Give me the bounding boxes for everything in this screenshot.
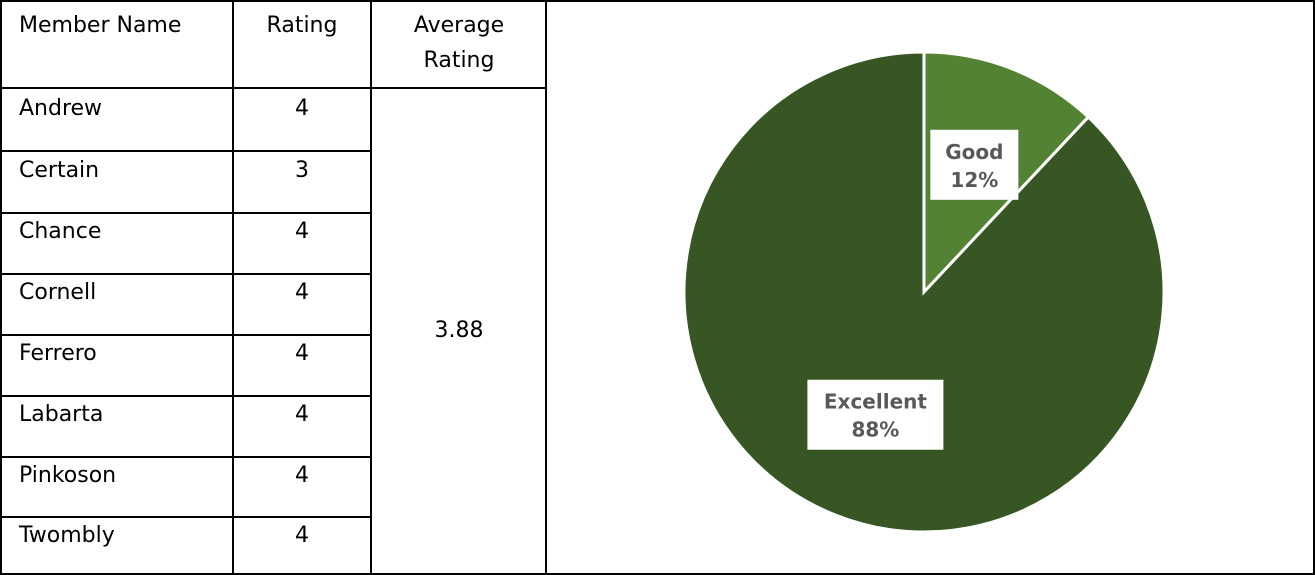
pie-label-box	[807, 379, 944, 450]
pie-label-percent: 88%	[851, 418, 899, 442]
member-name: Andrew	[19, 96, 103, 121]
header-rating: Rating	[266, 13, 338, 38]
member-rating: 4	[295, 523, 309, 548]
pie-slice-excellent	[682, 50, 1166, 534]
average-rating-value: 3.88	[434, 318, 484, 343]
member-name: Pinkoson	[19, 463, 117, 488]
pie-label-category: Good	[945, 140, 1003, 164]
member-name: Ferrero	[19, 341, 97, 366]
header-average-line1: Average	[413, 13, 505, 38]
member-name: Cornell	[19, 280, 97, 305]
member-rating: 3	[295, 158, 309, 183]
header-member-name: Member Name	[19, 13, 182, 38]
pie-label-percent: 12%	[950, 168, 998, 192]
member-name: Chance	[19, 219, 102, 244]
header-average-line2: Rating	[423, 48, 495, 73]
member-rating: 4	[295, 341, 309, 366]
member-rating: 4	[295, 402, 309, 427]
pie-label-category: Excellent	[824, 390, 927, 414]
member-rating: 4	[295, 280, 309, 305]
member-rating: 4	[295, 219, 309, 244]
member-name: Certain	[19, 158, 100, 183]
member-rating: 4	[295, 463, 309, 488]
member-name: Twombly	[19, 523, 115, 548]
pie-label-box	[930, 129, 1019, 200]
member-rating: 4	[295, 96, 309, 121]
member-name: Labarta	[19, 402, 104, 427]
